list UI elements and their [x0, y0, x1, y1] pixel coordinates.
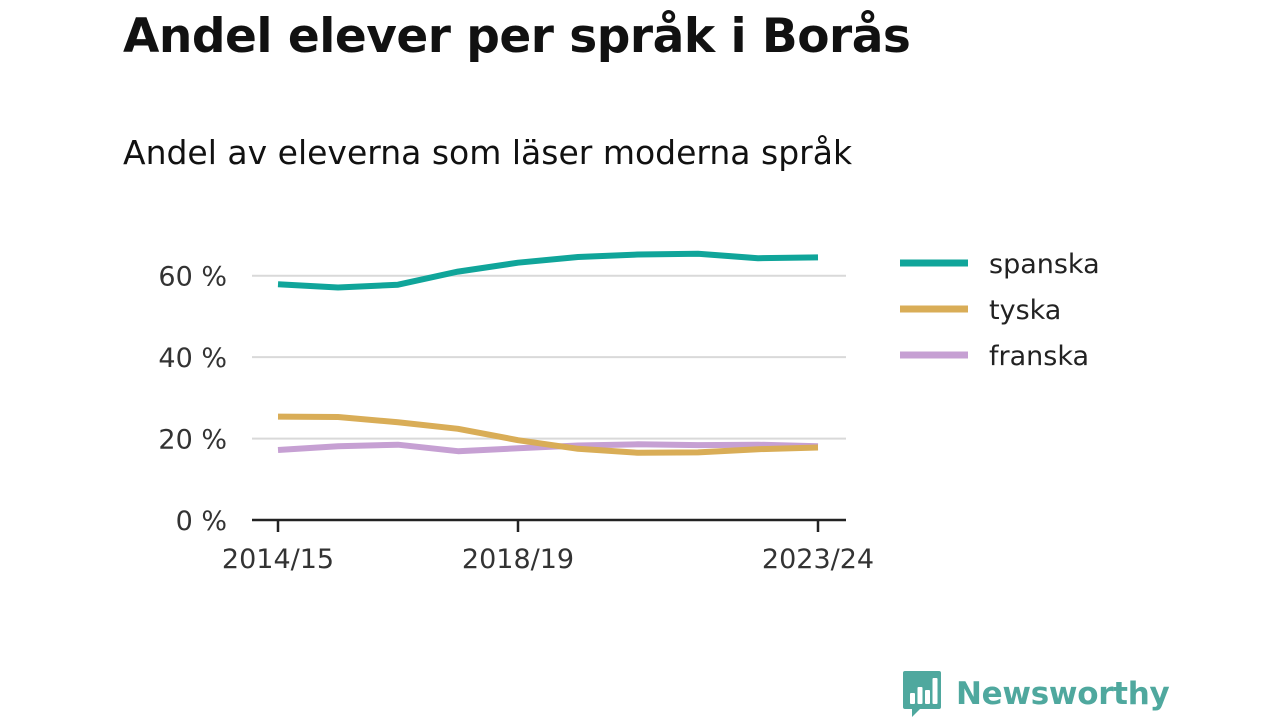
legend[interactable]: spanska tyska franska — [900, 249, 1100, 372]
x-tick-label: 2018/19 — [462, 544, 574, 575]
legend-label: franska — [989, 341, 1089, 372]
y-tick-label: 40 % — [158, 343, 227, 374]
legend-label: spanska — [989, 249, 1100, 280]
series-line-tyska — [277, 413, 819, 456]
x-axis: 2014/15 2018/19 2023/24 — [222, 518, 874, 575]
y-tick-label: 20 % — [158, 425, 227, 456]
brand-name: Newsworthy — [956, 676, 1170, 712]
legend-item-tyska[interactable]: tyska — [900, 295, 1061, 326]
chart-title: Andel elever per språk i Borås — [123, 9, 911, 64]
legend-label: tyska — [989, 295, 1061, 326]
y-axis: 0 % 20 % 40 % 60 % — [158, 262, 227, 537]
chart-subtitle: Andel av eleverna som läser moderna språ… — [123, 133, 853, 172]
x-tick-label: 2014/15 — [222, 544, 334, 575]
y-tick-label: 0 % — [176, 506, 227, 537]
bar-chart-speech-bubble-icon — [903, 671, 941, 717]
gridlines — [252, 274, 846, 440]
series-lines — [277, 250, 819, 456]
newsworthy-logo: Newsworthy — [902, 670, 1170, 718]
legend-item-spanska[interactable]: spanska — [900, 249, 1100, 280]
legend-item-franska[interactable]: franska — [900, 341, 1089, 372]
y-tick-label: 60 % — [158, 262, 227, 293]
x-tick-label: 2023/24 — [762, 544, 874, 575]
series-line-spanska — [277, 250, 819, 291]
line-chart: 0 % 20 % 40 % 60 % 2014/15 2018/19 2023/24 sp… — [158, 249, 1100, 575]
